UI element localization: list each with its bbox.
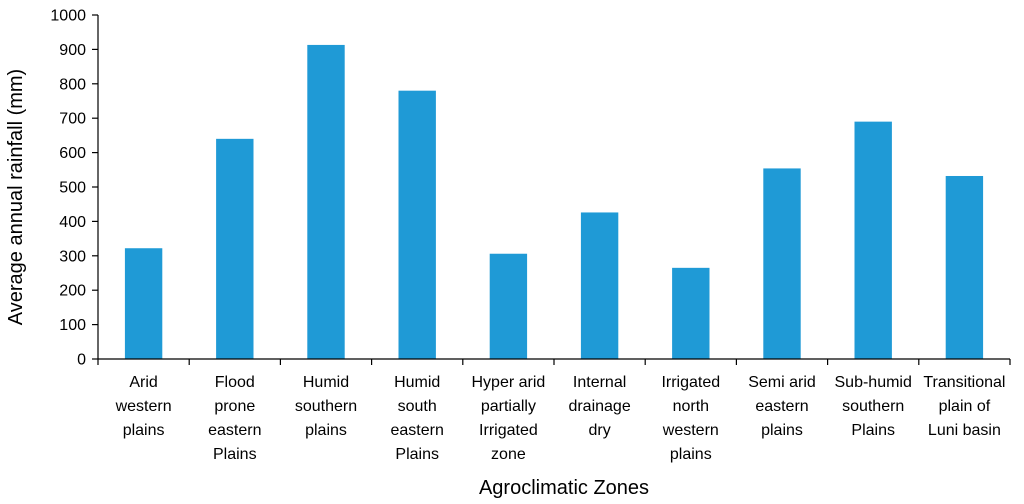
y-tick-label: 800	[59, 76, 86, 93]
x-category-label: Hyper arid partially Irrigated zone	[471, 374, 545, 463]
x-category-label: Humid south eastern Plains	[391, 374, 444, 463]
y-tick-label: 100	[59, 317, 86, 334]
y-tick-label: 600	[59, 145, 86, 162]
bar	[580, 212, 619, 359]
x-category-label: Irrigated north western plains	[661, 374, 720, 463]
x-category-label: Humid southern plains	[295, 374, 357, 439]
bar	[854, 121, 892, 359]
y-tick-label: 300	[59, 248, 86, 265]
y-axis-ticks: 0 100 200 300 400 500 600 700 800 900 1000	[50, 8, 98, 369]
bar	[307, 44, 345, 359]
y-tick-label: 500	[59, 180, 86, 197]
bar	[124, 248, 163, 359]
y-tick-label: 400	[59, 214, 86, 231]
x-category-label: Internal drainage dry	[568, 374, 630, 439]
x-axis-title: Agroclimatic Zones	[479, 477, 649, 499]
y-tick-label: 200	[59, 283, 86, 300]
bar	[398, 90, 436, 360]
y-tick-label: 700	[59, 111, 86, 128]
x-category-label: Arid western plains	[115, 374, 172, 439]
bar	[672, 267, 710, 359]
bar	[216, 138, 254, 359]
x-axis-category-labels: Arid western plains Flood prone eastern Plains…	[97, 359, 1011, 463]
bar	[945, 175, 984, 359]
bars	[124, 44, 984, 360]
y-tick-label: 0	[77, 352, 86, 369]
y-tick-label: 900	[59, 42, 86, 59]
x-category-label: Flood prone eastern Plains	[208, 374, 261, 463]
x-category-label: Sub-humid southern Plains	[835, 374, 912, 439]
bar	[763, 168, 801, 359]
y-tick-label: 1000	[50, 8, 86, 25]
x-category-label: Transitional plain of Luni basin	[923, 374, 1005, 439]
y-axis-title: Average annual rainfall (mm)	[5, 69, 27, 325]
x-category-label: Semi arid eastern plains	[748, 374, 816, 439]
bar	[489, 253, 528, 359]
